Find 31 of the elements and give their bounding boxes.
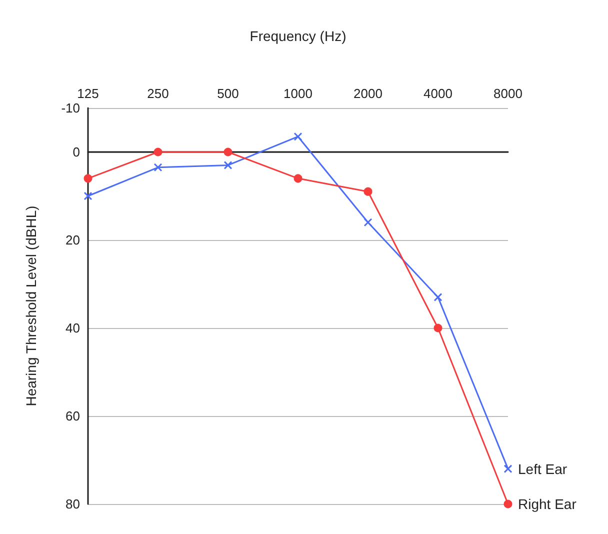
point	[224, 160, 232, 170]
x-tick-label: 500	[217, 86, 239, 101]
x-tick-label: 4000	[424, 86, 452, 101]
x-tick-label: 1000	[284, 86, 312, 101]
y-tick-label: -10	[61, 100, 80, 116]
x-tick-label: 8000	[494, 86, 522, 101]
point	[504, 500, 512, 508]
point	[434, 324, 442, 332]
point	[84, 192, 92, 200]
point	[224, 148, 232, 156]
point	[434, 292, 442, 302]
point	[294, 174, 302, 183]
x-tick-label: 2000	[354, 86, 382, 101]
y-tick-label: 60	[66, 408, 80, 424]
y-tick-label: 0	[72, 144, 80, 160]
y-tick-label: 20	[66, 232, 80, 248]
series-label: Right Ear	[518, 496, 577, 512]
y-tick-label: 80	[66, 496, 80, 512]
point	[154, 163, 162, 172]
x-axis-title: Frequency (Hz)	[250, 28, 346, 44]
point	[364, 218, 372, 227]
x-tick-label: 125	[77, 86, 99, 101]
x-tick-label: 250	[147, 86, 169, 101]
point	[364, 187, 372, 196]
point	[504, 464, 512, 474]
point	[154, 148, 162, 156]
series-label: Left Ear	[518, 460, 568, 477]
point	[294, 132, 302, 141]
point	[84, 174, 92, 183]
y-axis-title: Hearing Threshold Level (dBHL)	[23, 206, 39, 406]
y-tick-label: 40	[66, 320, 80, 336]
